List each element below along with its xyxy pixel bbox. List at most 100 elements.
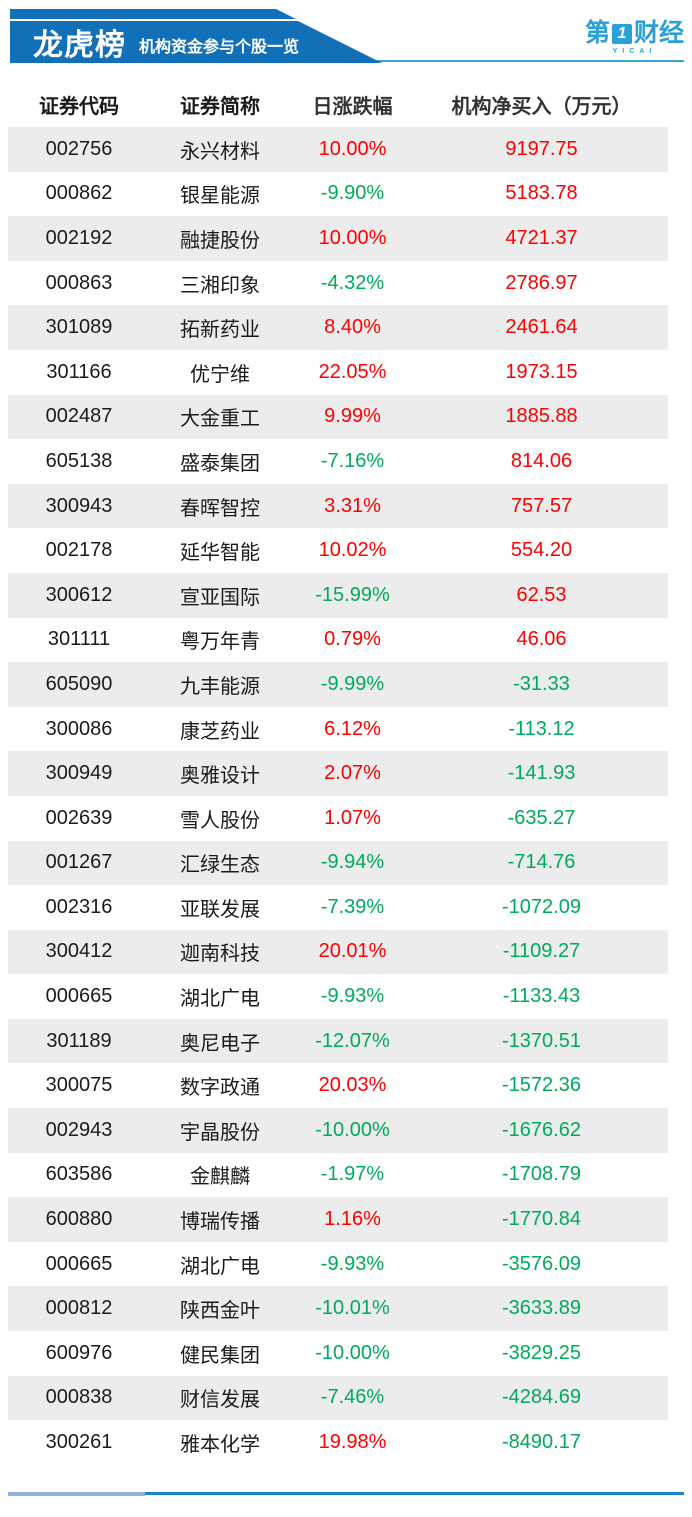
table-row: 002192 融捷股份 10.00% 4721.37 <box>8 216 668 261</box>
cell-code: 000862 <box>45 182 113 205</box>
table-row: 300943 春晖智控 3.31% 757.57 <box>8 483 668 529</box>
table-row: 002639 雪人股份 1.07% -635.27 <box>8 796 668 841</box>
cell-code: 603586 <box>45 1163 113 1186</box>
cell-code: 000665 <box>45 1252 113 1275</box>
cell-change: 10.00% <box>318 226 387 249</box>
logo-char-caijing: 财经 <box>633 19 684 47</box>
cell-name: 融捷股份 <box>180 229 260 252</box>
cell-change: -10.00% <box>315 1118 390 1141</box>
yicai-logo: 第 1 财经 YICAI <box>585 19 684 56</box>
cell-net-buy: 814.06 <box>510 449 573 472</box>
cell-name: 雅本化学 <box>180 1434 260 1457</box>
table-row: 605090 九丰能源 -9.99% -31.33 <box>8 662 668 707</box>
logo-yicai-letters: YICAI <box>612 48 657 55</box>
cell-name: 湖北广电 <box>180 1255 260 1278</box>
cell-change: -7.46% <box>320 1386 385 1409</box>
cell-name: 粤万年青 <box>180 631 260 654</box>
cell-net-buy: 1885.88 <box>505 405 578 428</box>
cell-net-buy: 4721.37 <box>505 226 578 249</box>
cell-code: 605090 <box>45 672 113 695</box>
cell-code: 301166 <box>46 360 112 383</box>
cell-change: 1.16% <box>324 1208 381 1231</box>
cell-code: 002756 <box>45 137 113 160</box>
column-header-code: 证券代码 <box>39 96 119 118</box>
table-row: 300612 宣亚国际 -15.99% 62.53 <box>8 572 668 618</box>
cell-net-buy: 46.06 <box>516 628 567 651</box>
cell-change: 2.07% <box>324 762 381 785</box>
cell-net-buy: 2461.64 <box>505 316 578 339</box>
cell-net-buy: -1072.09 <box>502 895 581 918</box>
cell-name: 奥雅设计 <box>180 765 260 788</box>
cell-code: 002192 <box>45 226 113 249</box>
table-row: 300075 数字政通 20.03% -1572.36 <box>8 1063 668 1108</box>
cell-net-buy: -8490.17 <box>502 1431 581 1454</box>
cell-change: -9.90% <box>320 182 385 205</box>
cell-name: 盛泰集团 <box>180 452 260 475</box>
cell-code: 300412 <box>45 940 113 963</box>
cell-name: 优宁维 <box>190 363 250 386</box>
cell-net-buy: -1572.36 <box>502 1074 581 1097</box>
cell-name: 陕西金叶 <box>180 1300 260 1323</box>
cell-code: 300075 <box>45 1074 113 1097</box>
cell-change: 3.31% <box>324 494 381 517</box>
cell-name: 大金重工 <box>180 408 260 431</box>
cell-name: 财信发展 <box>180 1389 260 1412</box>
cell-name: 春晖智控 <box>180 497 260 520</box>
page-subtitle: 机构资金参与个股一览 <box>139 38 300 56</box>
cell-name: 永兴材料 <box>180 140 260 163</box>
footer-divider <box>8 1492 684 1497</box>
cell-code: 000863 <box>45 271 113 294</box>
table-row: 000812 陕西金叶 -10.01% -3633.89 <box>8 1286 668 1332</box>
cell-change: -4.32% <box>320 271 385 294</box>
table-column-headers: 证券代码 证券简称 日涨跌幅 机构净买入（万元） <box>8 90 668 119</box>
column-header-net-buy: 机构净买入（万元） <box>451 96 632 118</box>
cell-code: 300949 <box>45 762 113 785</box>
cell-code: 301111 <box>47 628 111 651</box>
table-row: 000862 银星能源 -9.90% 5183.78 <box>8 172 668 217</box>
cell-net-buy: -4284.69 <box>502 1386 581 1409</box>
cell-net-buy: -141.93 <box>507 762 576 785</box>
cell-name: 金麒麟 <box>190 1166 250 1189</box>
cell-code: 301089 <box>45 316 113 339</box>
cell-name: 博瑞传播 <box>180 1211 260 1234</box>
cell-change: 10.02% <box>318 539 387 562</box>
cell-name: 奥尼电子 <box>180 1032 260 1055</box>
cell-code: 002943 <box>45 1118 113 1141</box>
table-row: 600976 健民集团 -10.00% -3829.25 <box>8 1331 668 1376</box>
cell-net-buy: -31.33 <box>513 672 570 695</box>
cell-code: 002178 <box>45 539 113 562</box>
cell-change: 19.98% <box>318 1431 387 1454</box>
stock-table-body: 002756 永兴材料 10.00% 9197.75 000862 银星能源 -… <box>8 127 668 1465</box>
table-row: 002943 宇晶股份 -10.00% -1676.62 <box>8 1108 668 1153</box>
cell-name: 宣亚国际 <box>180 586 260 609</box>
cell-change: -9.93% <box>320 985 385 1008</box>
cell-net-buy: 554.20 <box>510 539 573 562</box>
cell-name: 银星能源 <box>180 185 260 208</box>
table-row: 301111 粤万年青 0.79% 46.06 <box>8 618 668 663</box>
header-banner: 龙虎榜 机构资金参与个股一览 第 1 财经 YICAI <box>0 0 692 70</box>
cell-net-buy: 62.53 <box>516 583 567 606</box>
cell-code: 002639 <box>45 806 113 829</box>
table-row: 000838 财信发展 -7.46% -4284.69 <box>8 1375 668 1421</box>
cell-change: 10.00% <box>318 137 387 160</box>
cell-code: 300612 <box>45 583 113 606</box>
cell-change: -9.99% <box>320 672 385 695</box>
table-row: 300949 奥雅设计 2.07% -141.93 <box>8 751 668 796</box>
table-row: 002756 永兴材料 10.00% 9197.75 <box>8 127 668 172</box>
table-row: 002487 大金重工 9.99% 1885.88 <box>8 394 668 440</box>
footer-divider-right <box>145 1492 684 1495</box>
cell-change: 1.07% <box>324 806 381 829</box>
banner-top-strip <box>10 9 296 19</box>
table-row: 002178 延华智能 10.02% 554.20 <box>8 528 668 573</box>
cell-change: 8.40% <box>324 316 381 339</box>
table-row: 301189 奥尼电子 -12.07% -1370.51 <box>8 1018 668 1064</box>
cell-name: 亚联发展 <box>180 898 260 921</box>
cell-code: 600976 <box>45 1341 113 1364</box>
table-row: 300086 康芝药业 6.12% -113.12 <box>8 707 668 752</box>
page-title: 龙虎榜 <box>33 29 126 62</box>
cell-change: -7.16% <box>320 449 385 472</box>
cell-name: 三湘印象 <box>180 274 260 297</box>
cell-code: 002487 <box>45 405 113 428</box>
cell-net-buy: 1973.15 <box>505 360 578 383</box>
cell-code: 002316 <box>45 895 113 918</box>
